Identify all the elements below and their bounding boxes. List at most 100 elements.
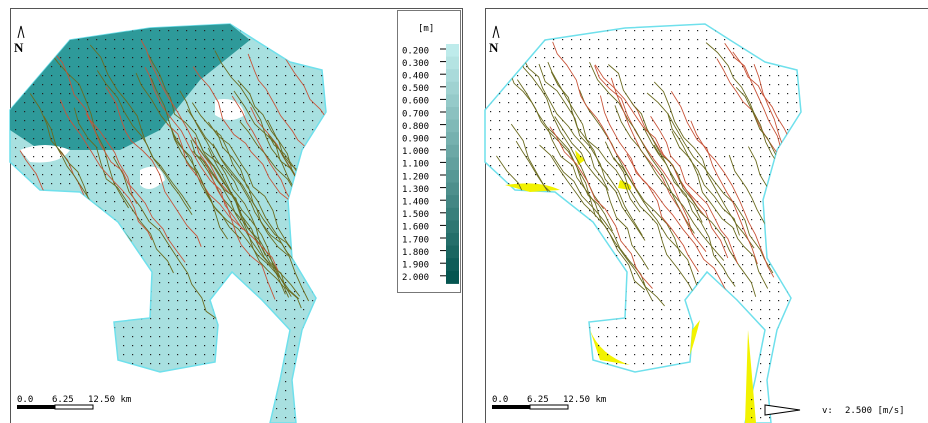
velocity-vector bbox=[51, 93, 53, 95]
velocity-vector bbox=[652, 66, 654, 68]
velocity-vector bbox=[240, 327, 242, 329]
velocity-vector bbox=[616, 300, 618, 302]
velocity-vector bbox=[670, 246, 672, 248]
velocity-vector bbox=[141, 156, 143, 158]
velocity-vector bbox=[96, 75, 98, 77]
velocity-vector bbox=[688, 372, 690, 374]
velocity-vector bbox=[715, 156, 717, 158]
velocity-vector bbox=[267, 30, 269, 32]
velocity-vector bbox=[526, 327, 528, 329]
velocity-vector bbox=[517, 48, 519, 50]
velocity-vector bbox=[670, 39, 672, 41]
velocity-vector bbox=[321, 102, 323, 104]
legend-label: 2.000 bbox=[402, 273, 429, 283]
velocity-vector bbox=[490, 156, 492, 158]
velocity-vector bbox=[598, 417, 600, 419]
velocity-vector bbox=[652, 417, 654, 419]
velocity-vector bbox=[312, 192, 314, 194]
velocity-vector bbox=[123, 102, 125, 104]
velocity-vector bbox=[778, 39, 780, 41]
velocity-vector bbox=[123, 183, 125, 185]
velocity-vector bbox=[15, 363, 17, 365]
velocity-vector bbox=[580, 48, 582, 50]
velocity-vector bbox=[733, 291, 735, 293]
velocity-vector bbox=[204, 291, 206, 293]
velocity-vector bbox=[607, 147, 609, 149]
velocity-vector bbox=[312, 30, 314, 32]
velocity-vector bbox=[688, 381, 690, 383]
velocity-vector bbox=[652, 336, 654, 338]
velocity-vector bbox=[276, 255, 278, 257]
velocity-vector bbox=[231, 48, 233, 50]
velocity-vector bbox=[33, 138, 35, 140]
velocity-vector bbox=[321, 228, 323, 230]
velocity-vector bbox=[177, 174, 179, 176]
velocity-vector bbox=[634, 183, 636, 185]
velocity-vector bbox=[231, 300, 233, 302]
velocity-vector bbox=[535, 264, 537, 266]
velocity-vector bbox=[778, 138, 780, 140]
velocity-vector bbox=[123, 390, 125, 392]
velocity-vector bbox=[168, 165, 170, 167]
velocity-vector bbox=[535, 39, 537, 41]
velocity-vector bbox=[150, 156, 152, 158]
velocity-vector bbox=[760, 183, 762, 185]
velocity-vector bbox=[168, 129, 170, 131]
velocity-vector bbox=[706, 66, 708, 68]
velocity-vector bbox=[499, 318, 501, 320]
velocity-vector bbox=[670, 264, 672, 266]
velocity-vector bbox=[778, 48, 780, 50]
velocity-vector bbox=[751, 192, 753, 194]
velocity-vector bbox=[186, 156, 188, 158]
velocity-vector bbox=[688, 102, 690, 104]
velocity-vector bbox=[195, 30, 197, 32]
velocity-vector bbox=[778, 192, 780, 194]
velocity-vector bbox=[751, 219, 753, 221]
velocity-vector bbox=[553, 399, 555, 401]
velocity-vector bbox=[258, 147, 260, 149]
velocity-vector bbox=[249, 417, 251, 419]
velocity-vector bbox=[760, 174, 762, 176]
velocity-vector bbox=[661, 183, 663, 185]
velocity-vector bbox=[490, 84, 492, 86]
velocity-vector bbox=[553, 381, 555, 383]
velocity-vector bbox=[607, 300, 609, 302]
velocity-vector bbox=[15, 264, 17, 266]
velocity-vector bbox=[312, 48, 314, 50]
velocity-vector bbox=[607, 165, 609, 167]
velocity-vector bbox=[724, 219, 726, 221]
velocity-vector bbox=[258, 390, 260, 392]
velocity-vector bbox=[634, 381, 636, 383]
velocity-vector bbox=[643, 246, 645, 248]
velocity-vector bbox=[240, 66, 242, 68]
velocity-vector bbox=[697, 129, 699, 131]
velocity-vector bbox=[562, 75, 564, 77]
velocity-vector bbox=[33, 363, 35, 365]
velocity-vector bbox=[553, 48, 555, 50]
velocity-vector bbox=[535, 372, 537, 374]
velocity-vector bbox=[168, 48, 170, 50]
velocity-vector bbox=[159, 120, 161, 122]
velocity-vector bbox=[688, 327, 690, 329]
deep-area bbox=[10, 24, 250, 150]
velocity-vector bbox=[87, 201, 89, 203]
flow-streak bbox=[140, 39, 230, 194]
velocity-vector bbox=[562, 48, 564, 50]
velocity-vector bbox=[177, 57, 179, 59]
velocity-vector bbox=[132, 93, 134, 95]
velocity-vector bbox=[321, 75, 323, 77]
velocity-vector bbox=[499, 381, 501, 383]
velocity-vector bbox=[168, 255, 170, 257]
velocity-vector bbox=[661, 84, 663, 86]
velocity-vector bbox=[231, 201, 233, 203]
velocity-vector bbox=[321, 30, 323, 32]
velocity-vector bbox=[760, 345, 762, 347]
velocity-vector bbox=[616, 327, 618, 329]
velocity-vector bbox=[141, 174, 143, 176]
velocity-vector bbox=[571, 273, 573, 275]
velocity-vector bbox=[571, 228, 573, 230]
velocity-vector bbox=[258, 318, 260, 320]
velocity-vector bbox=[616, 336, 618, 338]
velocity-vector bbox=[787, 201, 789, 203]
